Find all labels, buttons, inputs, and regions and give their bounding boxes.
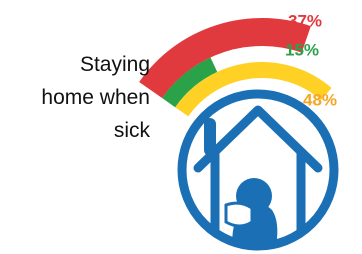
value-label: 15% (285, 40, 319, 59)
person (226, 178, 277, 246)
chart-title: Staying home when sick (30, 48, 150, 147)
value-label: 37% (288, 11, 322, 30)
mask (226, 203, 252, 226)
value-label: 48% (303, 90, 337, 109)
infographic: 37% 15% 48% Staying home when sick (0, 0, 362, 254)
